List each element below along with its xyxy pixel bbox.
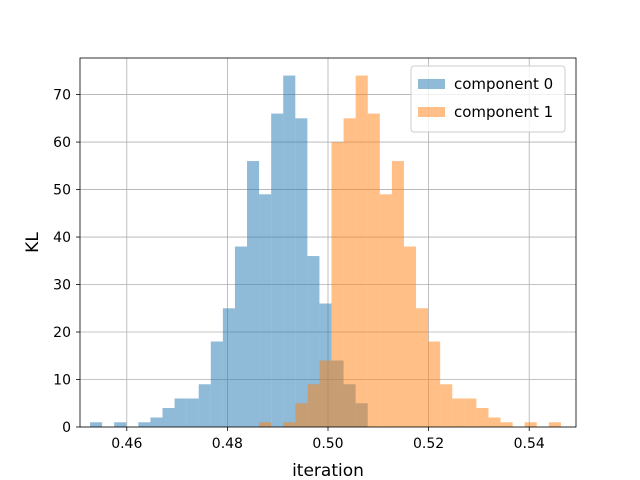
grid-lines xyxy=(80,58,576,428)
histogram-bar-series-1 xyxy=(307,384,320,427)
histogram-bar-series-1 xyxy=(488,417,501,427)
histogram-bar-series-0 xyxy=(295,118,308,427)
histogram-bar-series-1 xyxy=(391,161,404,427)
legend-swatch xyxy=(418,107,445,117)
histogram-bar-series-0 xyxy=(283,75,296,428)
y-tick-label: 30 xyxy=(53,278,71,294)
histogram-bar-series-0 xyxy=(247,161,260,427)
histogram-bar-series-1 xyxy=(403,246,417,427)
histogram-bar-series-1 xyxy=(331,142,344,427)
histogram-bar-series-1 xyxy=(295,403,308,427)
histogram-bar-series-0 xyxy=(114,422,127,427)
x-tick-label: 0.48 xyxy=(212,436,243,452)
x-tick-label: 0.54 xyxy=(514,436,545,452)
legend-box xyxy=(410,65,566,133)
histogram-bar-series-1 xyxy=(319,360,332,427)
histogram-bar-series-1 xyxy=(259,422,272,427)
histogram-bar-series-0 xyxy=(90,422,103,427)
legend-label: component 1 xyxy=(454,103,553,121)
histogram-bar-series-0 xyxy=(138,422,151,427)
y-tick-label: 20 xyxy=(53,325,71,341)
histogram-bar-series-0 xyxy=(222,308,235,427)
histogram-bar-series-1 xyxy=(367,113,380,427)
y-axis-label: KL xyxy=(23,232,43,253)
histogram-bar-series-0 xyxy=(210,341,223,427)
legend-swatch xyxy=(418,79,445,89)
histogram-bar-series-0 xyxy=(186,398,199,427)
histogram-bar-series-1 xyxy=(548,422,561,427)
histogram-bar-series-1 xyxy=(416,308,429,427)
y-tick-label: 70 xyxy=(53,88,71,104)
y-tick-label: 0 xyxy=(62,420,71,436)
y-tick-label: 10 xyxy=(53,373,71,389)
histogram-bar-series-0 xyxy=(271,113,284,427)
x-axis-label: iteration xyxy=(292,461,364,480)
histogram-bar-series-0 xyxy=(174,398,187,427)
histogram-bar-series-0 xyxy=(198,384,211,427)
x-tick-label: 0.46 xyxy=(111,436,142,452)
y-tick-label: 40 xyxy=(53,230,71,246)
y-tick-label: 60 xyxy=(53,135,71,151)
y-tick-label: 50 xyxy=(53,183,71,199)
legend: component 0 component 1 xyxy=(410,65,566,133)
histogram-bar-series-1 xyxy=(428,341,441,427)
histogram-bar-series-1 xyxy=(440,384,453,427)
histogram-bar-series-1 xyxy=(524,422,537,427)
histogram-bar-series-1 xyxy=(379,194,392,427)
x-tick-label: 0.52 xyxy=(413,436,444,452)
histogram-bar-series-1 xyxy=(500,422,513,427)
histogram-bar-series-1 xyxy=(476,408,489,427)
histogram-bar-series-0 xyxy=(162,408,175,427)
histogram-bar-series-1 xyxy=(343,118,356,427)
histogram-bar-series-1 xyxy=(283,422,296,427)
histogram-bar-series-1 xyxy=(464,398,477,427)
histogram-bar-series-1 xyxy=(452,398,465,427)
x-tick-label: 0.50 xyxy=(312,436,343,452)
legend-label: component 0 xyxy=(454,75,553,93)
histogram-bars xyxy=(90,75,561,428)
histogram-bar-series-0 xyxy=(259,194,272,427)
axis-ticks: 0.46 0.48 0.50 0.52 0.54 0 10 20 30 40 50 60 70 xyxy=(53,88,545,452)
histogram-bar-series-0 xyxy=(150,417,163,427)
histogram-bar-series-0 xyxy=(234,246,248,427)
histogram-bar-series-1 xyxy=(355,75,368,428)
